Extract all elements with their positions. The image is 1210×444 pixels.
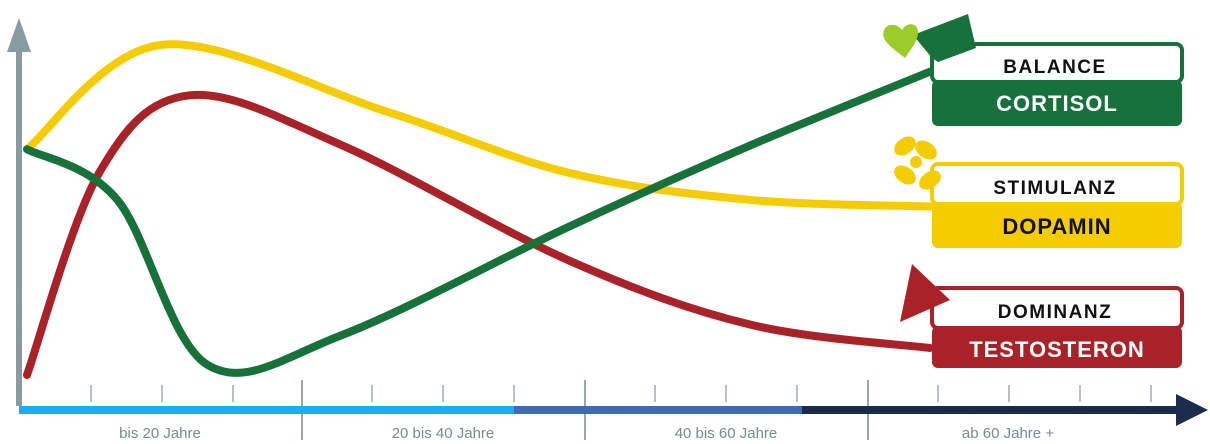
y-axis-arrow-icon: [7, 18, 31, 52]
x-axis-arrow-icon: [1176, 394, 1208, 426]
series-line-testosteron: [23, 90, 934, 379]
clover-icon: [894, 136, 941, 190]
x-axis-segment-1: [19, 406, 514, 414]
legend-testosteron-subtitle: DOMINANZ: [998, 302, 1112, 323]
x-axis-ticks: [90, 385, 1152, 402]
x-label-3: 40 bis 60 Jahre: [675, 425, 778, 442]
x-axis-segment-3: [802, 406, 1180, 414]
x-label-2: 20 bis 40 Jahre: [392, 425, 495, 442]
x-label-4: ab 60 Jahre +: [962, 425, 1054, 442]
series-line-cortisol: [23, 67, 934, 377]
legend-dopamin-subtitle: STIMULANZ: [993, 178, 1116, 199]
legend-cortisol-subtitle: BALANCE: [1003, 57, 1106, 78]
legend-testosteron-name: TESTOSTERON: [969, 337, 1145, 362]
x-label-1: bis 20 Jahre: [119, 425, 201, 442]
triangle-icon: [900, 264, 950, 322]
series-line-dopamin: [23, 40, 934, 211]
legend-card-dopamin: STIMULANZ DOPAMIN: [894, 136, 1184, 248]
legend-dopamin-name: DOPAMIN: [1002, 214, 1111, 239]
heart-icon: [883, 24, 918, 58]
flag-icon: [913, 14, 976, 62]
legend-cortisol-name: CORTISOL: [996, 91, 1118, 116]
legend-card-testosteron: DOMINANZ TESTOSTERON: [900, 264, 1184, 368]
legend-card-cortisol: BALANCE CORTISOL: [883, 14, 1184, 126]
series-lines: [23, 40, 934, 379]
x-axis-segment-2: [514, 406, 802, 414]
